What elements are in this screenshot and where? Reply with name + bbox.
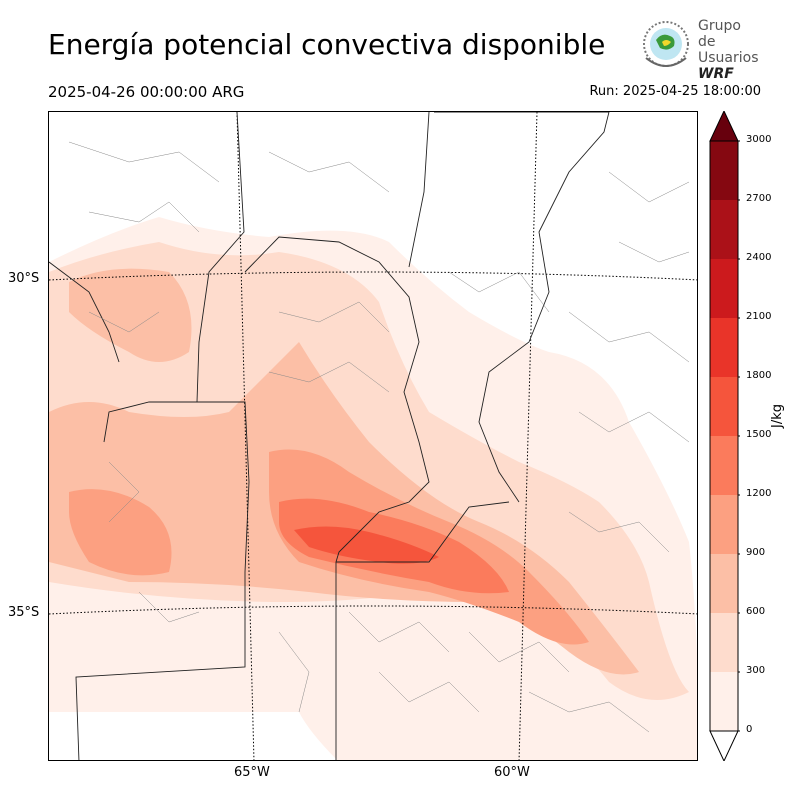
colorbar-segment xyxy=(710,141,738,200)
lat-label-30s: 30°S xyxy=(8,271,40,286)
colorbar-tick-label: 300 xyxy=(746,665,766,676)
department-boundaries xyxy=(68,141,690,733)
map-panel xyxy=(48,111,698,761)
lon-label-65w: 65°W xyxy=(234,765,270,780)
cape-map xyxy=(49,112,697,760)
colorbar-segment xyxy=(710,200,738,259)
colorbar-graphic xyxy=(709,109,742,763)
colorbar-tick-label: 1500 xyxy=(746,429,772,440)
province-boundaries xyxy=(49,112,610,760)
logo-line2: Usuarios xyxy=(698,50,759,66)
colorbar xyxy=(708,109,742,763)
colorbar-tick-label: 2700 xyxy=(746,193,772,204)
colorbar-tick-label: 3000 xyxy=(746,134,772,145)
colorbar-segment xyxy=(710,377,738,436)
wrf-users-logo: Grupo de Usuarios WRF xyxy=(638,18,759,82)
run-time: Run: 2025-04-25 18:00:00 xyxy=(589,84,761,99)
valid-time: 2025-04-26 00:00:00 ARG xyxy=(48,83,245,101)
colorbar-extend-max xyxy=(709,109,739,142)
colorbar-segment xyxy=(710,672,738,731)
lon-label-60w: 60°W xyxy=(494,765,530,780)
logo-line1: Grupo de xyxy=(698,18,741,50)
colorbar-tick-label: 900 xyxy=(746,547,766,558)
colorbar-segment xyxy=(710,318,738,377)
colorbar-segment xyxy=(710,495,738,554)
colorbar-segment xyxy=(710,259,738,318)
colorbar-segment xyxy=(710,436,738,495)
logo-line3: WRF xyxy=(698,66,734,82)
lat-label-35s: 35°S xyxy=(8,605,40,620)
colorbar-tick-label: 2100 xyxy=(746,311,772,322)
graticule xyxy=(49,112,697,760)
map-title: Energía potencial convectiva disponible xyxy=(48,28,606,61)
colorbar-tick-label: 1800 xyxy=(746,370,772,381)
cape-fill-1500-1800 xyxy=(294,526,439,564)
colorbar-segment xyxy=(710,613,738,672)
colorbar-tick-label: 2400 xyxy=(746,252,772,263)
colorbar-tick-label: 1200 xyxy=(746,488,772,499)
colorbar-tick-label: 0 xyxy=(746,724,753,735)
colorbar-extend-min xyxy=(709,730,739,763)
colorbar-segment xyxy=(710,554,738,613)
globe-icon xyxy=(643,21,689,67)
colorbar-unit-label: J/kg xyxy=(770,404,785,428)
colorbar-tick-label: 600 xyxy=(746,606,766,617)
